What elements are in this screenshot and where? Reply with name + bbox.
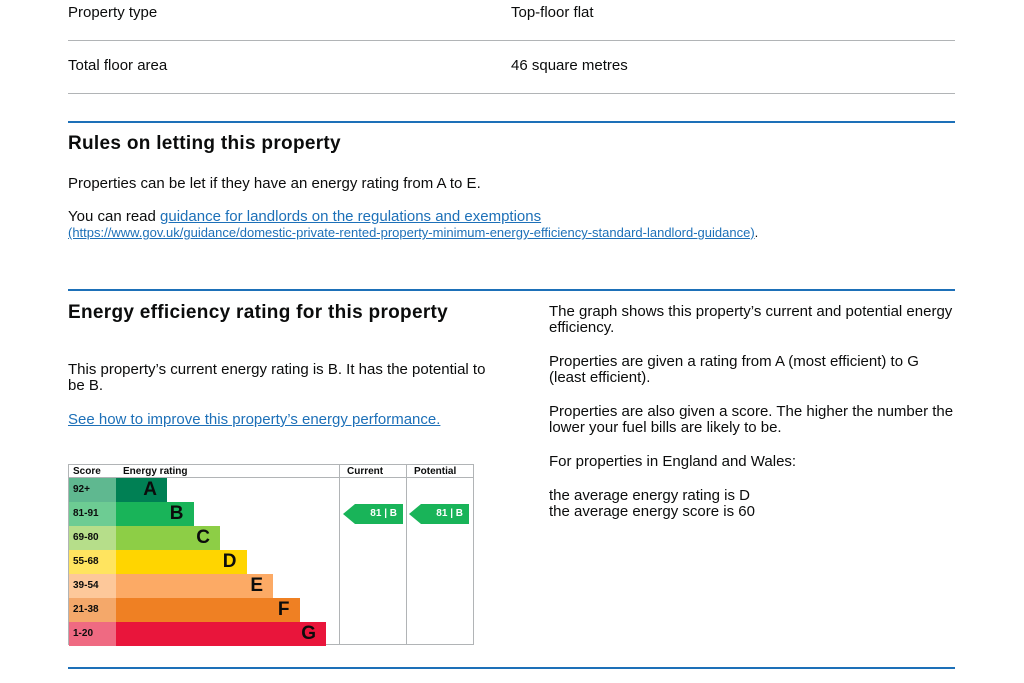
col-line bbox=[406, 465, 407, 644]
rating-bar: G bbox=[116, 622, 326, 646]
paragraph: the average energy score is 60 bbox=[549, 503, 755, 520]
paragraph: the average energy rating is D bbox=[549, 487, 750, 504]
rating-chart: Score Energy rating Current Potential 92+ A 81… bbox=[68, 464, 474, 646]
rating-bar: E bbox=[116, 574, 273, 598]
section-rule bbox=[68, 121, 955, 123]
score-cell: 39-54 bbox=[69, 574, 116, 598]
column-header: Potential bbox=[414, 466, 457, 477]
heading: Rules on letting this property bbox=[68, 133, 341, 154]
col-line bbox=[69, 477, 473, 478]
rating-bar: C bbox=[116, 526, 220, 550]
label: Property type bbox=[68, 4, 158, 21]
paragraph: The graph shows this property’s current … bbox=[549, 303, 953, 336]
text: You can read bbox=[68, 208, 161, 225]
paragraph: This property’s current energy rating is… bbox=[68, 361, 486, 394]
rating-bar: D bbox=[116, 550, 247, 574]
col-line bbox=[339, 465, 340, 644]
heading: Energy efficiency rating for this proper… bbox=[68, 302, 449, 323]
text: . bbox=[754, 225, 759, 240]
divider bbox=[68, 40, 955, 41]
paragraph: For properties in England and Wales: bbox=[549, 453, 797, 470]
link-url[interactable]: (https://www.gov.uk/guidance/domestic-pr… bbox=[68, 225, 755, 240]
section-rule bbox=[68, 289, 955, 291]
score-cell: 55-68 bbox=[69, 550, 116, 574]
section-rule bbox=[68, 667, 955, 669]
value: Top-floor flat bbox=[511, 4, 594, 21]
rating-bar: B bbox=[116, 502, 194, 526]
potential-arrow: 81 | B bbox=[409, 504, 469, 524]
value: 46 square metres bbox=[511, 57, 628, 74]
score-cell: 21-38 bbox=[69, 598, 116, 622]
rating-bar: F bbox=[116, 598, 300, 622]
paragraph: Properties are given a rating from A (mo… bbox=[549, 353, 919, 386]
paragraph: Properties can be let if they have an en… bbox=[68, 175, 481, 192]
current-arrow: 81 | B bbox=[343, 504, 403, 524]
column-header: Current bbox=[347, 466, 384, 477]
label: Total floor area bbox=[68, 57, 168, 74]
rating-bar: A bbox=[116, 478, 167, 502]
score-cell: 1-20 bbox=[69, 622, 116, 646]
link[interactable]: guidance for landlords on the regulation… bbox=[160, 208, 542, 225]
side-text: The graph shows this property’s current … bbox=[549, 304, 959, 520]
column-header: Energy rating bbox=[123, 466, 188, 477]
column-header: Score bbox=[73, 466, 101, 477]
divider bbox=[68, 93, 955, 94]
paragraph: You can read guidance for landlords on t… bbox=[68, 209, 908, 241]
score-cell: 69-80 bbox=[69, 526, 116, 550]
link[interactable]: See how to improve this property’s energ… bbox=[68, 411, 441, 428]
score-cell: 92+ bbox=[69, 478, 116, 502]
score-cell: 81-91 bbox=[69, 502, 116, 526]
paragraph: See how to improve this property’s energ… bbox=[68, 412, 468, 428]
paragraph: Properties are also given a score. The h… bbox=[549, 403, 954, 436]
